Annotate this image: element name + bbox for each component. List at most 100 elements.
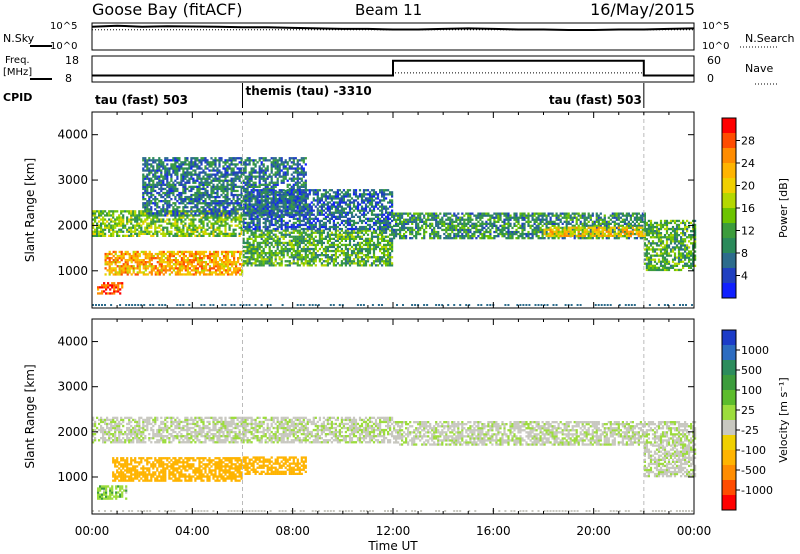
range-gate-cell — [184, 265, 187, 268]
range-gate-cell — [233, 271, 236, 274]
range-gate-cell — [162, 183, 165, 186]
range-gate-cell — [220, 263, 224, 266]
range-gate-cell — [142, 202, 145, 205]
range-gate-cell — [210, 175, 213, 178]
range-gate-cell — [372, 249, 376, 253]
range-gate-cell — [256, 227, 259, 231]
range-gate-cell — [302, 197, 305, 200]
range-gate-cell — [340, 197, 343, 200]
range-gate-cell — [178, 195, 181, 199]
range-gate-cell — [186, 212, 189, 215]
range-gate-cell — [326, 247, 329, 251]
range-gate-cell — [224, 161, 227, 164]
range-gate-cell — [216, 228, 219, 231]
range-gate-cell — [334, 235, 337, 238]
range-gate-cell — [104, 224, 107, 227]
range-gate-cell — [348, 254, 352, 257]
range-gate-cell — [314, 191, 317, 194]
range-gate-cell — [286, 225, 289, 229]
range-gate-cell — [326, 191, 329, 194]
range-gate-cell — [254, 260, 257, 263]
range-gate-cell — [148, 173, 151, 176]
range-gate-cell — [330, 258, 333, 261]
range-gate-cell — [196, 206, 199, 209]
range-gate-cell — [238, 157, 241, 160]
range-gate-cell — [252, 197, 255, 200]
range-gate-cell — [362, 264, 366, 267]
range-gate-cell — [328, 193, 331, 196]
range-gate-cell — [198, 234, 201, 237]
range-gate-cell — [246, 193, 249, 197]
range-gate-cell — [370, 237, 374, 240]
range-gate-cell — [204, 171, 207, 174]
range-gate-cell — [262, 239, 265, 242]
range-gate-cell — [270, 223, 273, 227]
range-gate-cell — [180, 179, 183, 182]
range-gate-cell — [274, 239, 277, 242]
range-gate-cell — [288, 214, 291, 217]
range-gate-cell — [411, 216, 414, 219]
range-gate-cell — [156, 202, 159, 205]
range-gate-cell — [206, 183, 209, 186]
range-gate-cell — [262, 179, 265, 182]
range-gate-cell — [298, 187, 301, 191]
range-gate-cell — [218, 177, 221, 180]
range-gate-cell — [236, 163, 239, 166]
range-gate-cell — [166, 179, 169, 182]
range-gate-cell — [152, 193, 155, 197]
range-gate-cell — [250, 203, 253, 206]
range-gate-cell — [188, 214, 191, 217]
range-gate-cell — [286, 249, 289, 253]
range-gate-cell — [280, 221, 283, 225]
range-gate-cell — [387, 264, 390, 267]
range-gate-cell — [113, 290, 116, 293]
range-gate-cell — [387, 217, 390, 220]
range-gate-cell — [158, 169, 161, 172]
range-gate-cell — [176, 234, 179, 237]
range-gate-cell — [338, 217, 341, 220]
range-gate-cell — [226, 210, 229, 213]
range-gate-cell — [274, 197, 277, 200]
range-gate-cell — [391, 225, 394, 229]
range-gate-cell — [188, 163, 191, 166]
range-gate-cell — [395, 224, 398, 227]
range-gate-cell — [172, 202, 175, 205]
range-gate-cell — [166, 193, 169, 197]
range-gate-cell — [368, 223, 372, 227]
range-gate-cell — [385, 247, 388, 251]
range-gate-cell — [292, 163, 295, 166]
range-gate-cell — [240, 228, 243, 231]
range-gate-cell — [232, 189, 235, 193]
range-gate-cell — [210, 232, 213, 235]
range-gate-cell — [286, 205, 289, 208]
range-gate-cell — [348, 219, 352, 223]
range-gate-cell — [214, 200, 217, 203]
range-gate-cell — [248, 179, 251, 182]
range-gate-cell — [286, 254, 289, 257]
range-gate-cell — [206, 269, 210, 272]
range-gate-cell — [272, 163, 275, 166]
range-gate-cell — [130, 212, 133, 215]
range-gate-cell — [241, 250, 244, 254]
range-gate-cell — [144, 189, 147, 193]
range-gate-cell — [178, 267, 181, 270]
range-gate-cell — [186, 263, 189, 266]
range-gate-cell — [372, 231, 376, 234]
range-gate-cell — [194, 226, 197, 229]
range-gate-cell — [134, 257, 137, 260]
range-gate-cell — [200, 167, 203, 170]
range-gate-cell — [276, 191, 279, 194]
range-gate-cell — [214, 269, 218, 272]
range-gate-cell — [166, 191, 169, 195]
range-gate-cell — [264, 221, 267, 225]
range-gate-cell — [146, 177, 149, 180]
range-gate-cell — [168, 261, 171, 264]
range-gate-cell — [222, 265, 226, 268]
range-gate-cell — [358, 209, 362, 212]
range-gate-cell — [158, 230, 161, 233]
range-gate-cell — [310, 231, 313, 234]
range-gate-cell — [186, 216, 189, 219]
range-gate-cell — [381, 207, 384, 210]
range-gate-cell — [387, 262, 390, 265]
range-gate-cell — [226, 212, 229, 215]
